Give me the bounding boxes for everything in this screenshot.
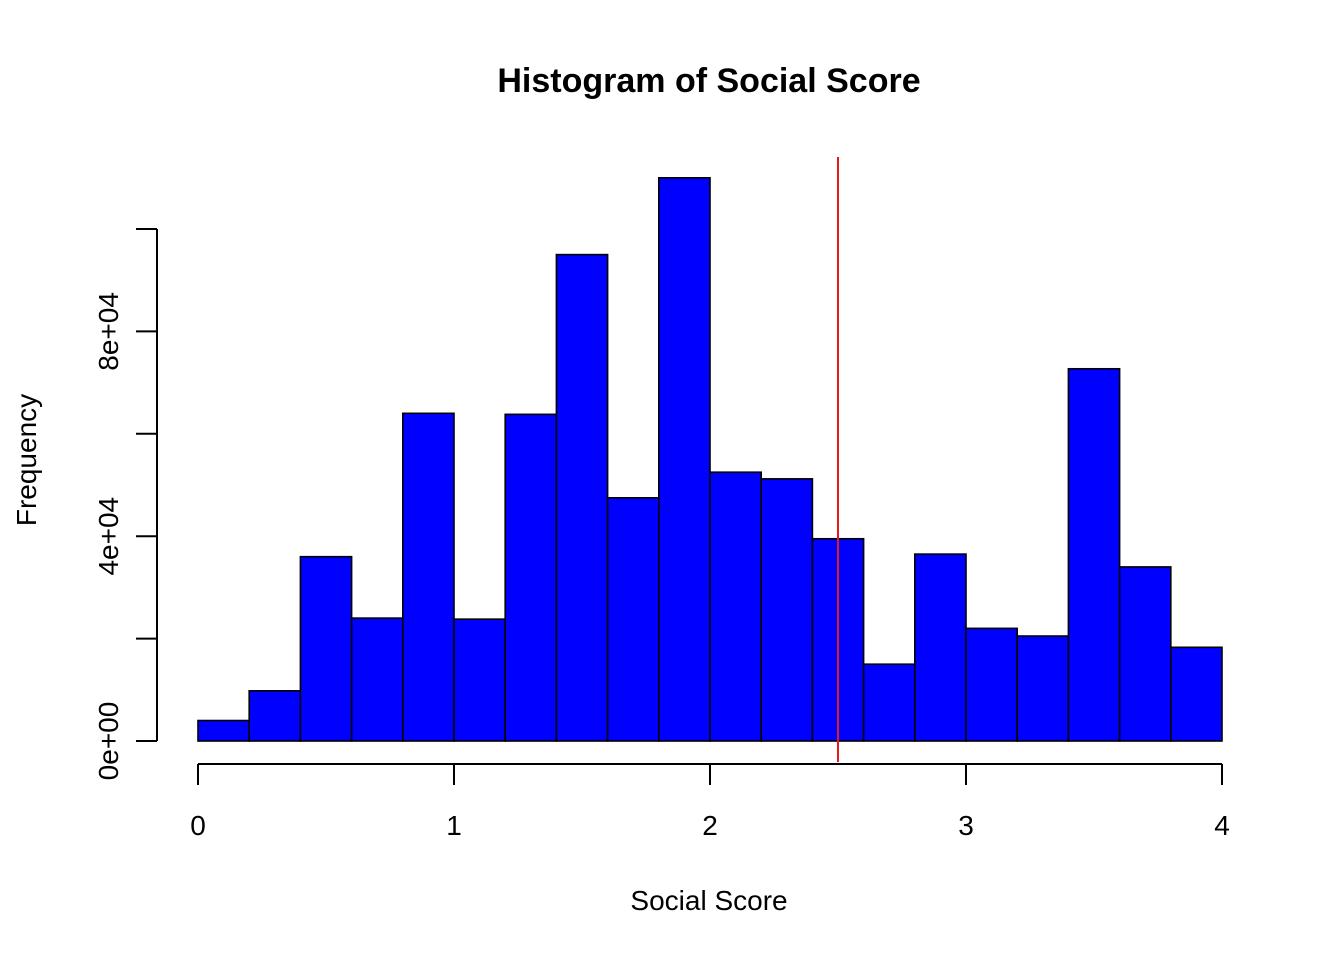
histogram-bar	[248, 690, 302, 742]
histogram-bar	[1067, 367, 1121, 742]
histogram-bar	[913, 553, 967, 742]
histogram-bar	[1170, 646, 1223, 742]
histogram-bar	[453, 618, 507, 742]
bars-group	[197, 177, 1223, 742]
histogram-bar	[709, 471, 763, 742]
x-tick-label: 3	[958, 810, 974, 841]
chart-title: Histogram of Social Score	[497, 62, 920, 100]
x-axis: 0 1 2 3 4	[190, 763, 1230, 841]
x-tick-label: 0	[190, 810, 206, 841]
histogram-bar	[965, 627, 1019, 742]
histogram-bar	[401, 412, 455, 742]
histogram-bar	[657, 177, 711, 742]
histogram-bar	[760, 478, 814, 742]
histogram-bar	[299, 555, 353, 742]
histogram-bar	[1118, 566, 1172, 742]
histogram-bar	[197, 719, 251, 742]
histogram-bar	[1016, 635, 1070, 742]
histogram-bar	[606, 496, 660, 742]
x-tick-label: 1	[446, 810, 462, 841]
x-tick-label: 2	[702, 810, 718, 841]
x-axis-label: Social Score	[630, 885, 787, 916]
x-tick-label: 4	[1214, 810, 1230, 841]
histogram-bar	[862, 663, 916, 742]
y-tick-label: 8e+04	[93, 292, 124, 371]
histogram-bar	[350, 617, 404, 742]
y-tick-label: 4e+04	[93, 497, 124, 576]
histogram-bar	[504, 413, 558, 742]
y-tick-label: 0e+00	[93, 702, 124, 781]
histogram-bar	[555, 253, 609, 742]
y-axis-label: Frequency	[11, 394, 42, 526]
y-axis: 0e+00 4e+04 8e+04	[93, 228, 158, 781]
